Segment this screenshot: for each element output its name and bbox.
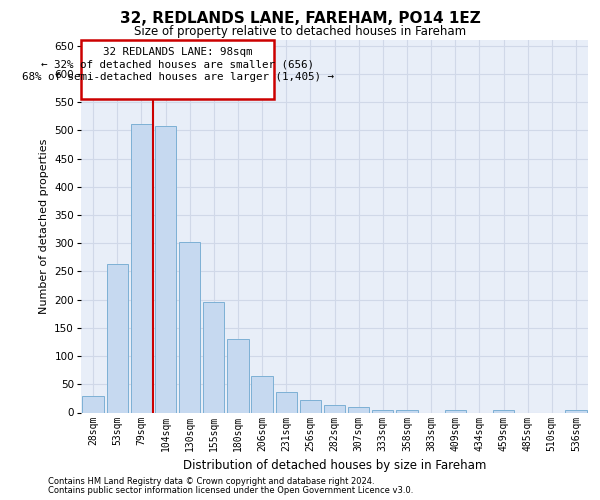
- Text: 68% of semi-detached houses are larger (1,405) →: 68% of semi-detached houses are larger (…: [22, 72, 334, 82]
- Bar: [131, 124, 152, 412]
- Text: Contains HM Land Registry data © Crown copyright and database right 2024.: Contains HM Land Registry data © Crown c…: [48, 477, 374, 486]
- Bar: [565, 410, 587, 412]
- Text: Size of property relative to detached houses in Fareham: Size of property relative to detached ho…: [134, 25, 466, 38]
- Bar: [275, 392, 297, 412]
- Bar: [251, 376, 272, 412]
- Bar: [397, 410, 418, 412]
- Bar: [348, 407, 369, 412]
- Bar: [300, 400, 321, 412]
- Bar: [107, 264, 128, 412]
- Bar: [445, 410, 466, 412]
- Text: Contains public sector information licensed under the Open Government Licence v3: Contains public sector information licen…: [48, 486, 413, 495]
- Bar: [203, 302, 224, 412]
- X-axis label: Distribution of detached houses by size in Fareham: Distribution of detached houses by size …: [183, 459, 486, 472]
- Text: 32 REDLANDS LANE: 98sqm: 32 REDLANDS LANE: 98sqm: [103, 47, 253, 57]
- Bar: [493, 410, 514, 412]
- Bar: [82, 396, 104, 412]
- Bar: [179, 242, 200, 412]
- Bar: [324, 404, 345, 412]
- Bar: [372, 410, 394, 412]
- Text: ← 32% of detached houses are smaller (656): ← 32% of detached houses are smaller (65…: [41, 60, 314, 70]
- Bar: [155, 126, 176, 412]
- FancyBboxPatch shape: [82, 40, 274, 100]
- Text: 32, REDLANDS LANE, FAREHAM, PO14 1EZ: 32, REDLANDS LANE, FAREHAM, PO14 1EZ: [119, 11, 481, 26]
- Y-axis label: Number of detached properties: Number of detached properties: [39, 138, 49, 314]
- Bar: [227, 339, 248, 412]
